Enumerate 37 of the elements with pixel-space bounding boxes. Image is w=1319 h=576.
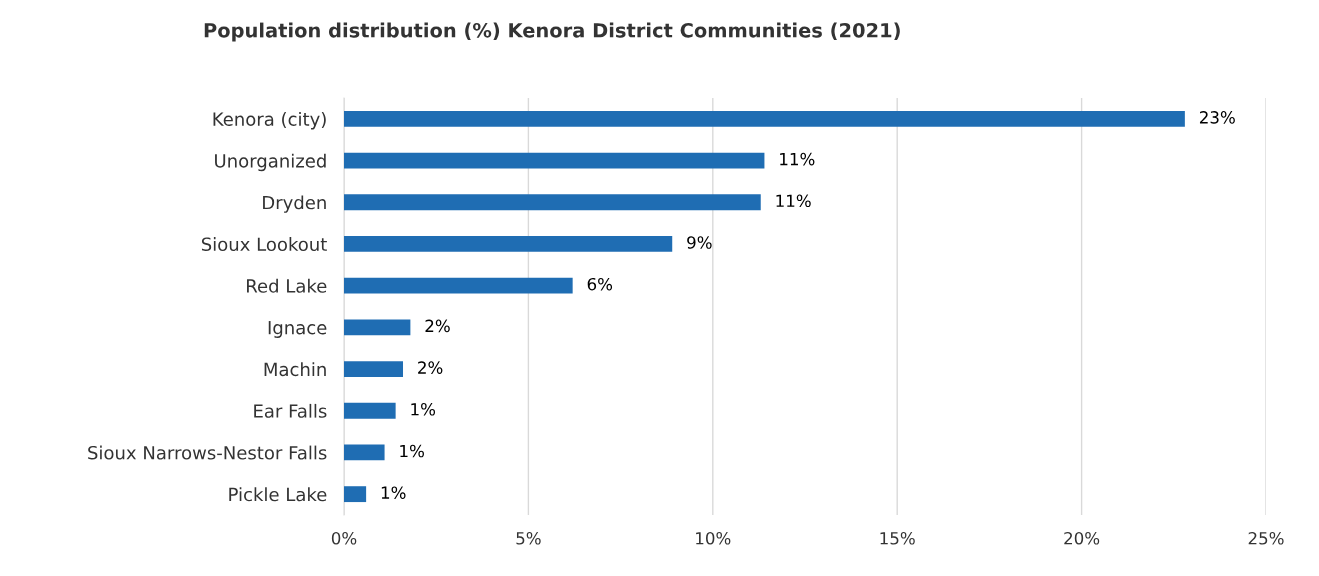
bar [344,319,411,336]
y-tick-label: Sioux Narrows-Nestor Falls [88,445,327,460]
data-label: 2% [418,361,443,374]
bar [344,444,385,461]
y-tick-label: Dryden [263,195,326,213]
bar [344,361,404,377]
data-label: 11% [780,152,815,166]
data-label: 11% [776,194,811,208]
bar [344,236,673,252]
y-tick-label: Kenora (city) [213,111,326,130]
x-tick-label: 10% [696,531,731,545]
bar [344,194,761,211]
y-tick-label: Pickle Lake [229,487,327,502]
bar [344,486,367,503]
data-label: 1% [400,444,424,458]
data-label: 6% [587,277,613,291]
y-tick-label: Machin [264,362,326,377]
data-label: 9% [687,236,712,249]
x-tick-label: 25% [1248,531,1284,545]
data-label: 23% [1199,111,1235,124]
x-tick-label: 20% [1064,531,1100,545]
y-tick-label: Ignace [268,321,327,338]
x-tick-label: 15% [880,531,915,545]
bar [344,277,573,294]
data-label: 2% [425,319,450,333]
bar [344,402,396,419]
bar [344,152,765,169]
chart-title: Population distribution (%) Kenora District Communities (2021) [204,22,900,42]
x-tick-label: 5% [516,531,541,545]
y-tick-label: Red Lake [247,278,327,293]
y-tick-label: Sioux Lookout [201,237,327,252]
y-tick-label: Ear Falls [254,403,327,418]
data-label: 1% [381,486,406,499]
data-label: 1% [411,402,436,416]
x-tick-label: 0% [331,531,357,545]
y-tick-label: Unorganized [215,153,326,172]
bar [344,110,1185,127]
